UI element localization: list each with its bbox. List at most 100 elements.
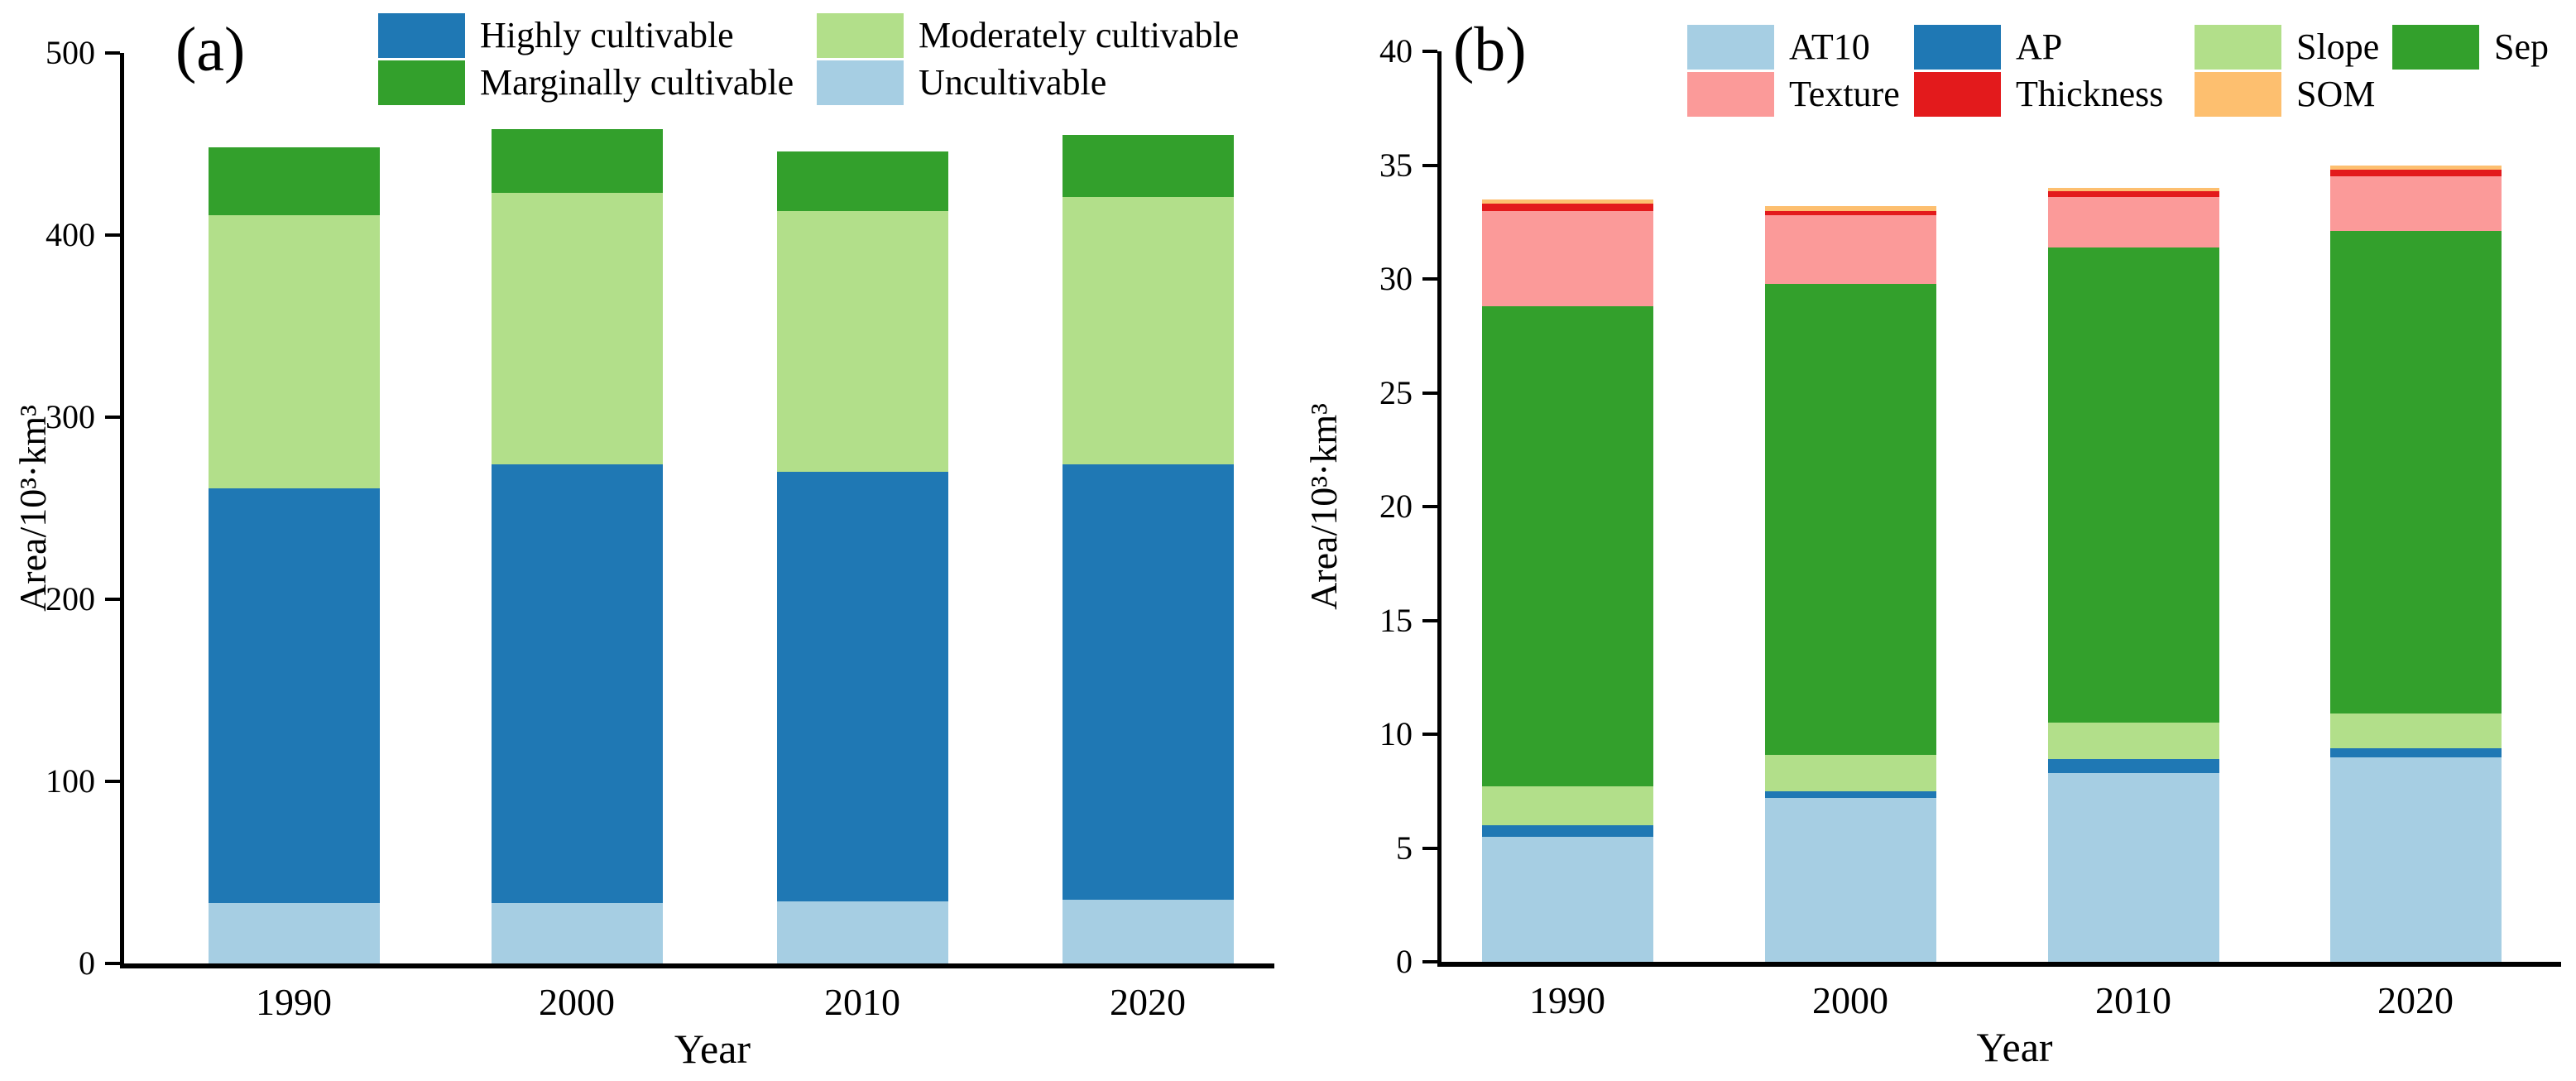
bar-2020-segment-som	[2329, 165, 2502, 170]
legend-label-slope: Slope	[2296, 26, 2380, 67]
legend-label-sep: Sep	[2494, 26, 2549, 67]
y-tick-label-0: 0	[79, 944, 95, 982]
bar-2000	[491, 53, 663, 963]
y-tick-label-100: 100	[46, 762, 95, 800]
y-axis-spine	[120, 53, 124, 968]
y-tick-15	[1422, 618, 1437, 622]
legend-item-thickness: Thickness	[1914, 72, 2195, 117]
y-tick-label-25: 25	[1379, 373, 1413, 411]
x-tick-label-2020: 2020	[2377, 979, 2454, 1021]
y-tick-label-5: 5	[1396, 829, 1413, 867]
panel-a-letter: (a)	[175, 15, 246, 84]
bar-2000-segment-uncultivable	[491, 903, 663, 963]
x-tick-label-2020: 2020	[1110, 981, 1186, 1023]
y-tick-label-200: 200	[46, 580, 95, 617]
bar-2020-segment-slope	[2329, 713, 2502, 748]
panel-a-plot-area: 0 100 200 300 400 500 1990 2000 2010 2020	[46, 36, 1274, 1021]
bar-1990-segment-marginally-cultivable	[208, 147, 380, 215]
legend-label-thickness: Thickness	[2016, 74, 2164, 114]
y-tick-300	[105, 416, 120, 419]
bar-1990-segment-texture	[1481, 210, 1653, 306]
bar-2000-segment-som	[1764, 206, 1936, 211]
y-tick-20	[1422, 505, 1437, 508]
y-tick-label-500: 500	[46, 34, 95, 71]
x-tick-label-2000: 2000	[1812, 979, 1888, 1021]
x-tick-label-2000: 2000	[539, 981, 615, 1023]
panel-b-x-axis-label: Year	[1976, 1024, 2053, 1070]
legend-swatch-slope	[2195, 25, 2281, 70]
y-tick-0	[1422, 960, 1437, 963]
legend-swatch-som	[2195, 72, 2281, 117]
legend-item-texture: Texture	[1687, 72, 1914, 117]
bar-1990-segment-ap	[1481, 825, 1653, 837]
bar-2000-segment-ap	[1764, 790, 1936, 798]
bar-2010-segment-thickness	[2047, 191, 2219, 197]
bar-2000-segment-texture	[1764, 215, 1936, 284]
bar-2010-segment-at10	[2047, 772, 2219, 962]
x-tick-label-2010: 2010	[2095, 979, 2171, 1021]
y-tick-label-300: 300	[46, 398, 95, 435]
y-tick-10	[1422, 733, 1437, 736]
bar-2000-segment-marginally-cultivable	[491, 129, 663, 194]
legend-item-marginally-cultivable: Marginally cultivable	[378, 60, 817, 105]
bar-2010-segment-ap	[2047, 759, 2219, 773]
x-axis-spine	[120, 963, 1274, 968]
y-tick-25	[1422, 391, 1437, 395]
bar-2000-segment-thickness	[1764, 210, 1936, 215]
legend-item-moderately-cultivable: Moderately cultivable	[817, 13, 1239, 58]
bar-2010-segment-highly-cultivable	[776, 472, 948, 902]
panel-b: (b) Area/10³·km³ 0 5 10 15 20 25 30 35 40 1990 200…	[1288, 0, 2576, 1081]
panel-a: (a) Area/10³·km³ 0 100 200 300 400 500 1990 200…	[12, 13, 1274, 1069]
legend-label-ap: AP	[2016, 26, 2063, 67]
y-tick-0	[105, 962, 120, 965]
bar-2020-segment-moderately-cultivable	[1062, 196, 1234, 465]
legend-swatch-thickness	[1914, 72, 2001, 117]
bar-2000-segment-sep	[1764, 283, 1936, 755]
y-tick-30	[1422, 277, 1437, 281]
bar-2020-segment-texture	[2329, 176, 2502, 232]
bar-2000-segment-highly-cultivable	[491, 464, 663, 904]
bar-1990	[208, 53, 380, 963]
legend-swatch-marginally-cultivable	[378, 60, 465, 105]
y-tick-5	[1422, 846, 1437, 850]
legend-item-ap: AP	[1914, 25, 2195, 70]
panel-b-plot-area: 0 5 10 15 20 25 30 35 40 1990 2000 2010 2020	[1379, 35, 2561, 1020]
bar-2000-segment-slope	[1764, 754, 1936, 791]
bar-1990-segment-slope	[1481, 786, 1653, 825]
legend-label-texture: Texture	[1789, 74, 1900, 114]
bar-2020	[1062, 53, 1234, 963]
bar-1990	[1481, 51, 1653, 962]
legend-item-sep: Sep	[2392, 25, 2549, 70]
legend-item-at10: AT10	[1687, 25, 1914, 70]
y-tick-100	[105, 780, 120, 783]
x-tick-label-1990: 1990	[256, 981, 332, 1023]
legend-swatch-uncultivable	[817, 60, 904, 105]
legend-swatch-at10	[1687, 25, 1774, 70]
y-tick-label-20: 20	[1379, 488, 1413, 525]
y-tick-label-0: 0	[1396, 943, 1413, 980]
bar-2010-segment-som	[2047, 188, 2219, 192]
panel-a-legend: Highly cultivable Moderately cultivable Ma…	[378, 13, 1239, 105]
bar-2020	[2329, 51, 2502, 962]
legend-swatch-highly-cultivable	[378, 13, 465, 58]
panel-b-legend: AT10 AP Slope Sep Texture Thickness SOM	[1687, 25, 2549, 117]
y-axis-spine	[1437, 51, 1442, 967]
bar-1990-segment-uncultivable	[208, 903, 380, 963]
bar-2020-segment-ap	[2329, 747, 2502, 757]
legend-item-som: SOM	[2195, 72, 2392, 117]
bar-2020-segment-at10	[2329, 757, 2502, 962]
y-tick-200	[105, 598, 120, 601]
bar-2010	[776, 53, 948, 963]
legend-label-uncultivable: Uncultivable	[919, 62, 1107, 103]
bar-2010-segment-uncultivable	[776, 901, 948, 963]
legend-item-slope: Slope	[2195, 25, 2392, 70]
legend-label-at10: AT10	[1789, 26, 1870, 67]
y-tick-label-40: 40	[1379, 32, 1413, 70]
legend-swatch-ap	[1914, 25, 2001, 70]
bar-2000-segment-at10	[1764, 798, 1936, 962]
bar-2010-segment-marginally-cultivable	[776, 151, 948, 212]
y-tick-500	[105, 51, 120, 55]
bar-1990-segment-moderately-cultivable	[208, 214, 380, 488]
bar-2000-segment-moderately-cultivable	[491, 193, 663, 465]
bar-1990-segment-som	[1481, 199, 1653, 204]
